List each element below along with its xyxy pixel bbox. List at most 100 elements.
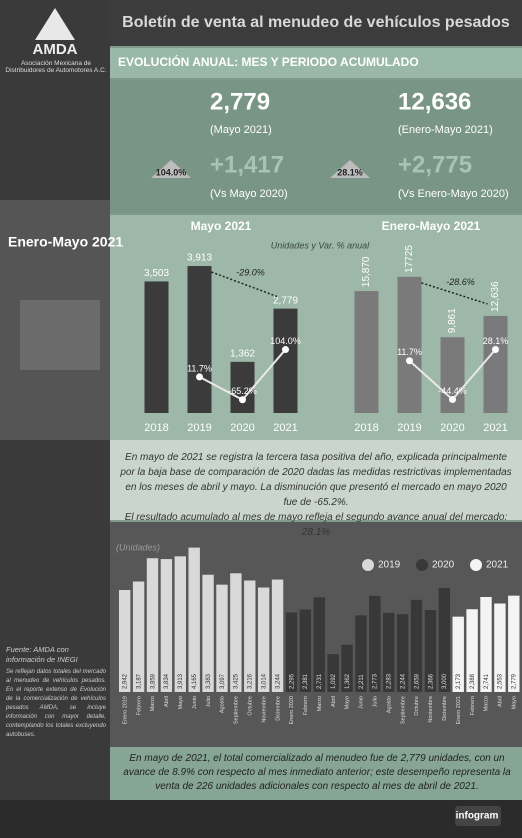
bar-label: 2,388 [470, 673, 476, 689]
bar [397, 276, 422, 413]
bar [494, 603, 506, 692]
x-tick-label: Diciembre [442, 696, 448, 721]
legend-swatch [470, 559, 482, 571]
badge-triangle [151, 160, 191, 178]
org-name: Asociación Mexicana de Distribuidores de… [5, 60, 107, 74]
trend-arrow [421, 282, 488, 305]
bar-label: 3,425 [234, 673, 240, 689]
bar [271, 579, 284, 692]
bar [508, 595, 520, 692]
var-point [406, 357, 413, 365]
bar-label: 1,362 [230, 348, 255, 359]
x-tick-label: Enero 2020 [289, 696, 295, 724]
kpi-value: 2,779 [210, 88, 270, 115]
bar-label: 4,165 [192, 673, 198, 689]
x-tick-label: Junio [359, 696, 365, 709]
bar-label: 3,097 [220, 673, 226, 689]
x-tick-label: 2018 [144, 422, 168, 434]
bar-label: 2,366 [428, 673, 434, 689]
x-tick-label: 2020 [440, 422, 464, 434]
bar [146, 558, 159, 692]
kpi-compare: (Vs Enero-Mayo 2020) [398, 188, 509, 200]
units-note: Unidades y Var. % anual [271, 240, 370, 250]
bar-label: 15,870 [361, 256, 372, 287]
bar [188, 547, 200, 692]
x-tick-label: 2020 [230, 422, 254, 434]
kpi-panel [110, 80, 522, 213]
annotation: -29.0% [236, 268, 265, 278]
chart-title: Mayo 2021 [191, 219, 252, 233]
chart-title: Enero-Mayo 2021 [382, 219, 481, 233]
kpi-change: +1,417 [210, 151, 284, 178]
bar-label: 2,211 [359, 674, 365, 689]
section-band [110, 48, 522, 78]
kpi-period: (Mayo 2021) [210, 124, 272, 136]
bar [341, 644, 353, 692]
var-point [196, 373, 203, 381]
section-title: EVOLUCIÓN ANUAL: MES Y PERIODO ACUMULADO [118, 54, 419, 69]
x-tick-label: Enero 2021 [456, 696, 462, 724]
bar [174, 556, 186, 692]
x-tick-label: Octubre [414, 696, 420, 716]
x-tick-label: Noviembre [261, 696, 267, 723]
x-tick-label: Julio [373, 696, 379, 707]
x-tick-label: Noviembre [428, 696, 434, 723]
bar-label: 3,834 [164, 673, 170, 689]
bar-label: 3,913 [187, 253, 212, 264]
x-tick-label: Febrero [470, 696, 476, 715]
footer-tab [455, 806, 501, 826]
legend-label: 2021 [486, 560, 509, 571]
bar-label: 3,216 [248, 673, 254, 689]
x-tick-label: Junio [192, 696, 198, 709]
bar [216, 584, 228, 692]
bar-label: 3,000 [442, 673, 448, 689]
var-label: -65.2% [228, 386, 257, 396]
bar-label: 2,731 [317, 673, 323, 689]
bar-label: 3,859 [150, 673, 156, 689]
kpi-period: (Enero-Mayo 2021) [398, 124, 493, 136]
legend-label: 2020 [432, 560, 455, 571]
x-tick-label: 2018 [354, 422, 378, 434]
bar-label: 3,913 [178, 673, 184, 689]
bar-label: 2,244 [400, 673, 406, 689]
truck-shape [20, 300, 100, 370]
var-label: -44.4% [438, 386, 467, 396]
x-tick-label: Enero 2019 [122, 696, 128, 724]
x-tick-label: Abril [498, 696, 504, 707]
bar [354, 291, 379, 413]
bar-label: 2,659 [414, 673, 420, 689]
var-label: 11.7% [187, 363, 212, 373]
summary: En mayo de 2021 se registra la tercera t… [118, 450, 514, 540]
footer-brand: infogram [456, 811, 499, 822]
x-tick-label: 2021 [273, 422, 297, 434]
bar [299, 609, 312, 692]
bar-label: 17725 [404, 245, 415, 273]
bar-label: 3,503 [144, 268, 169, 279]
bar-label: 2,283 [387, 673, 393, 689]
bar [202, 574, 214, 692]
x-tick-label: Mayo [512, 696, 518, 709]
bar [452, 616, 464, 692]
x-tick-label: Febrero [136, 696, 142, 715]
side-label: Enero-Mayo 2021 [8, 234, 123, 250]
x-tick-label: Agosto [386, 696, 392, 713]
source: Fuente: AMDA con información de INEGI [6, 645, 78, 664]
summary-text: En mayo de 2021 se registra la tercera t… [120, 452, 512, 508]
bar [244, 580, 256, 692]
x-tick-label: Febrero [303, 696, 309, 715]
bar [480, 596, 492, 692]
summary-panel [110, 440, 522, 520]
x-tick-label: Abril [164, 696, 170, 707]
bar-label: 2,381 [303, 673, 309, 689]
title: Boletín de venta al menudeo de vehículos… [122, 14, 510, 31]
kpi-badge: 28.1% [337, 167, 363, 177]
bar-label: 3,014 [261, 673, 267, 689]
footer-bar [0, 800, 522, 838]
legend-swatch [416, 559, 428, 571]
bar [438, 588, 451, 692]
bar-label: 2,741 [484, 673, 490, 689]
bar [285, 612, 298, 692]
x-tick-label: Marzo [484, 696, 490, 711]
bar-label: 9,861 [447, 308, 458, 333]
bar [313, 597, 325, 692]
